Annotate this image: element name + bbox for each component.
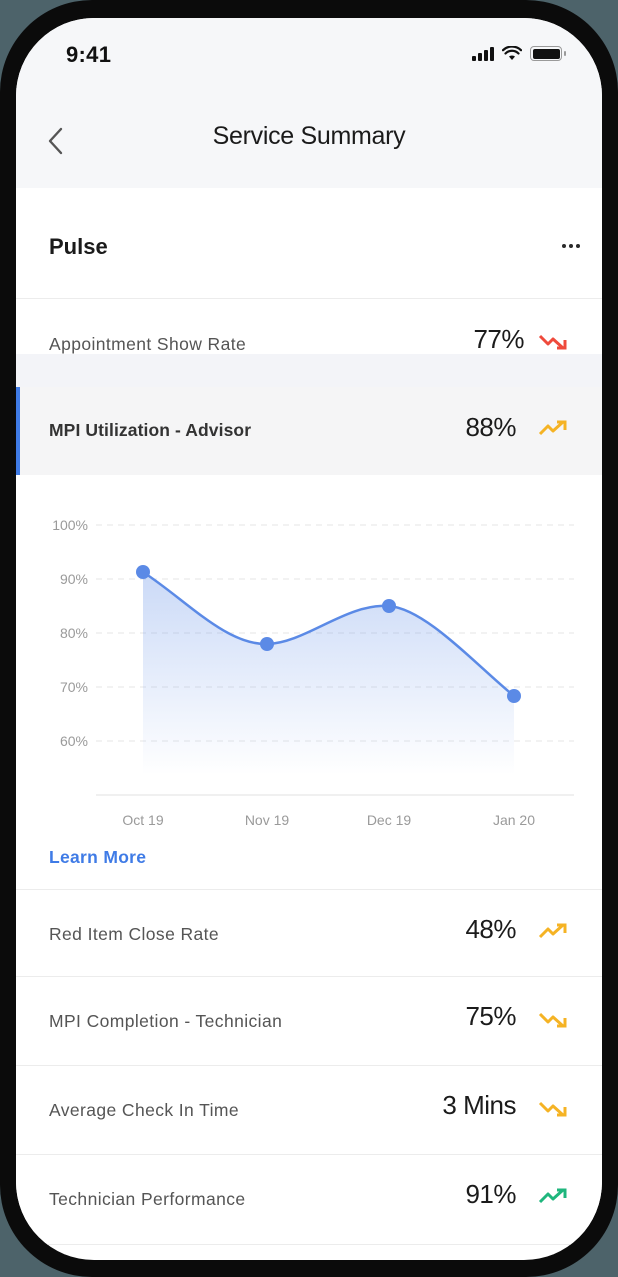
utilization-chart: 100% 90% 80% 70% 60% bbox=[16, 475, 602, 845]
y-axis-ticks: 100% 90% 80% 70% 60% bbox=[52, 517, 88, 749]
wifi-icon bbox=[502, 46, 522, 60]
metric-value: 91% bbox=[465, 1179, 516, 1209]
area-chart: 100% 90% 80% 70% 60% bbox=[52, 517, 574, 828]
data-points bbox=[136, 565, 521, 703]
dot-icon bbox=[562, 244, 566, 248]
trend-up-icon bbox=[538, 420, 567, 436]
status-icons bbox=[472, 46, 566, 61]
signal-icon bbox=[472, 46, 494, 61]
svg-text:90%: 90% bbox=[60, 571, 88, 587]
point-oct-19 bbox=[136, 565, 150, 579]
metric-label: Average Check In Time bbox=[49, 1100, 239, 1120]
top-bar: 9:41 Service Summary bbox=[16, 18, 602, 188]
metric-label: Technician Performance bbox=[49, 1189, 246, 1209]
svg-text:70%: 70% bbox=[60, 679, 88, 695]
trend-down-icon bbox=[538, 1012, 567, 1028]
dot-icon bbox=[576, 244, 580, 248]
divider-strip bbox=[16, 354, 602, 387]
metric-value: 88% bbox=[465, 412, 516, 442]
dot-icon bbox=[569, 244, 573, 248]
metric-row-mpi-utilization-advisor[interactable]: MPI Utilization - Advisor 88% bbox=[16, 387, 602, 475]
chart-line bbox=[142, 570, 515, 697]
section-title: Pulse bbox=[49, 234, 108, 259]
x-axis-ticks: Oct 19 Nov 19 Dec 19 Jan 20 bbox=[122, 812, 535, 828]
metric-row-appointment-show-rate[interactable]: Appointment Show Rate 77% bbox=[16, 300, 602, 354]
trend-down-icon bbox=[538, 1101, 567, 1117]
metric-row-technician-performance[interactable]: Technician Performance 91% bbox=[16, 1155, 602, 1245]
svg-text:Dec 19: Dec 19 bbox=[367, 812, 412, 828]
point-nov-19 bbox=[260, 637, 274, 651]
metric-value: 3 Mins bbox=[442, 1090, 516, 1120]
metric-value: 75% bbox=[465, 1001, 516, 1031]
metric-row-average-check-in-time[interactable]: Average Check In Time 3 Mins bbox=[16, 1066, 602, 1155]
metric-value: 77% bbox=[473, 324, 524, 354]
more-options-button[interactable] bbox=[562, 244, 580, 248]
metric-label: MPI Completion - Technician bbox=[49, 1011, 283, 1031]
trend-down-icon bbox=[538, 334, 567, 350]
point-dec-19 bbox=[382, 599, 396, 613]
back-button[interactable] bbox=[44, 124, 68, 158]
selected-indicator bbox=[16, 387, 20, 475]
svg-text:Nov 19: Nov 19 bbox=[245, 812, 290, 828]
svg-text:100%: 100% bbox=[52, 517, 88, 533]
svg-text:80%: 80% bbox=[60, 625, 88, 641]
trend-up-icon bbox=[538, 923, 567, 939]
svg-text:Jan 20: Jan 20 bbox=[493, 812, 535, 828]
svg-text:60%: 60% bbox=[60, 733, 88, 749]
screen: 9:41 Service Summary Pulse bbox=[16, 18, 602, 1260]
pulse-section-header: Pulse bbox=[16, 188, 602, 299]
metric-row-red-item-close-rate[interactable]: Red Item Close Rate 48% bbox=[16, 889, 602, 977]
metric-label: Red Item Close Rate bbox=[49, 924, 220, 944]
metric-value: 48% bbox=[465, 914, 516, 944]
status-time: 9:41 bbox=[66, 42, 112, 67]
chevron-left-icon bbox=[48, 127, 63, 155]
learn-more-link[interactable]: Learn More bbox=[49, 847, 147, 867]
svg-text:Oct 19: Oct 19 bbox=[122, 812, 163, 828]
point-jan-20 bbox=[507, 689, 521, 703]
chart-area-fill bbox=[143, 572, 514, 775]
metric-row-mpi-completion-technician[interactable]: MPI Completion - Technician 75% bbox=[16, 977, 602, 1066]
page-title: Service Summary bbox=[212, 122, 406, 150]
metric-label: Appointment Show Rate bbox=[49, 334, 247, 354]
metric-label: MPI Utilization - Advisor bbox=[49, 420, 252, 440]
battery-icon bbox=[530, 46, 566, 61]
trend-up-icon bbox=[538, 1188, 567, 1204]
